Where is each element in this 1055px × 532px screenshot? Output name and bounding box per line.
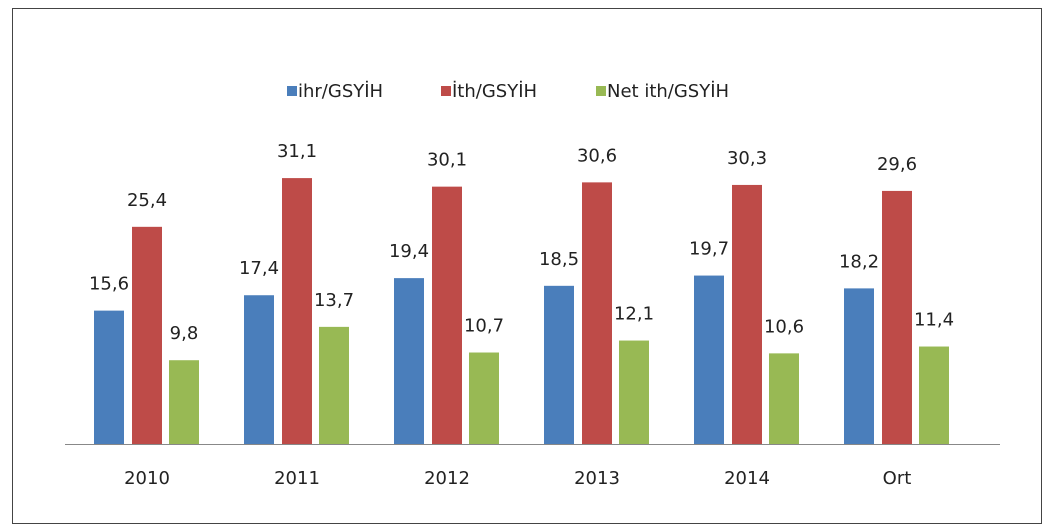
x-tick-label: 2011 (274, 468, 320, 489)
bar (882, 190, 912, 444)
legend-label: Net ith/GSYİH (607, 81, 729, 102)
legend-swatch (287, 86, 297, 96)
value-label: 9,8 (170, 323, 199, 344)
value-label: 15,6 (89, 274, 129, 295)
value-label: 30,3 (727, 148, 767, 169)
value-label: 19,7 (689, 239, 729, 260)
value-label: 18,2 (839, 251, 879, 272)
value-label: 25,4 (127, 190, 167, 211)
legend-label: İth/GSYİH (452, 81, 537, 102)
x-tick-label: 2014 (724, 468, 770, 489)
bar (132, 226, 162, 444)
x-tick-label: 2010 (124, 468, 170, 489)
bar (394, 278, 424, 444)
bar (544, 285, 574, 444)
value-label: 10,6 (764, 316, 804, 337)
value-label: 17,4 (239, 258, 279, 279)
legend-swatch (441, 86, 451, 96)
value-label: 10,7 (464, 316, 504, 337)
bar (619, 340, 649, 444)
bar (919, 346, 949, 444)
x-tick-label: 2013 (574, 468, 620, 489)
value-label: 11,4 (914, 310, 954, 331)
x-tick-label: 2012 (424, 468, 470, 489)
bar (769, 353, 799, 444)
bar (694, 275, 724, 444)
value-label: 12,1 (614, 304, 654, 325)
bar (169, 360, 199, 444)
bar (282, 178, 312, 444)
legend-label: ihr/GSYİH (298, 81, 383, 102)
bar (732, 184, 762, 444)
bar (469, 352, 499, 444)
bar (432, 186, 462, 444)
bar (582, 182, 612, 444)
bar (94, 310, 124, 444)
bar (244, 295, 274, 444)
value-label: 30,6 (577, 145, 617, 166)
value-label: 18,5 (539, 249, 579, 270)
legend-swatch (596, 86, 606, 96)
x-tick-label: Ort (883, 468, 912, 489)
value-label: 31,1 (277, 141, 317, 162)
bar (319, 326, 349, 444)
bar (844, 288, 874, 444)
value-label: 13,7 (314, 290, 354, 311)
value-label: 19,4 (389, 241, 429, 262)
value-label: 30,1 (427, 150, 467, 171)
value-label: 29,6 (877, 154, 917, 175)
